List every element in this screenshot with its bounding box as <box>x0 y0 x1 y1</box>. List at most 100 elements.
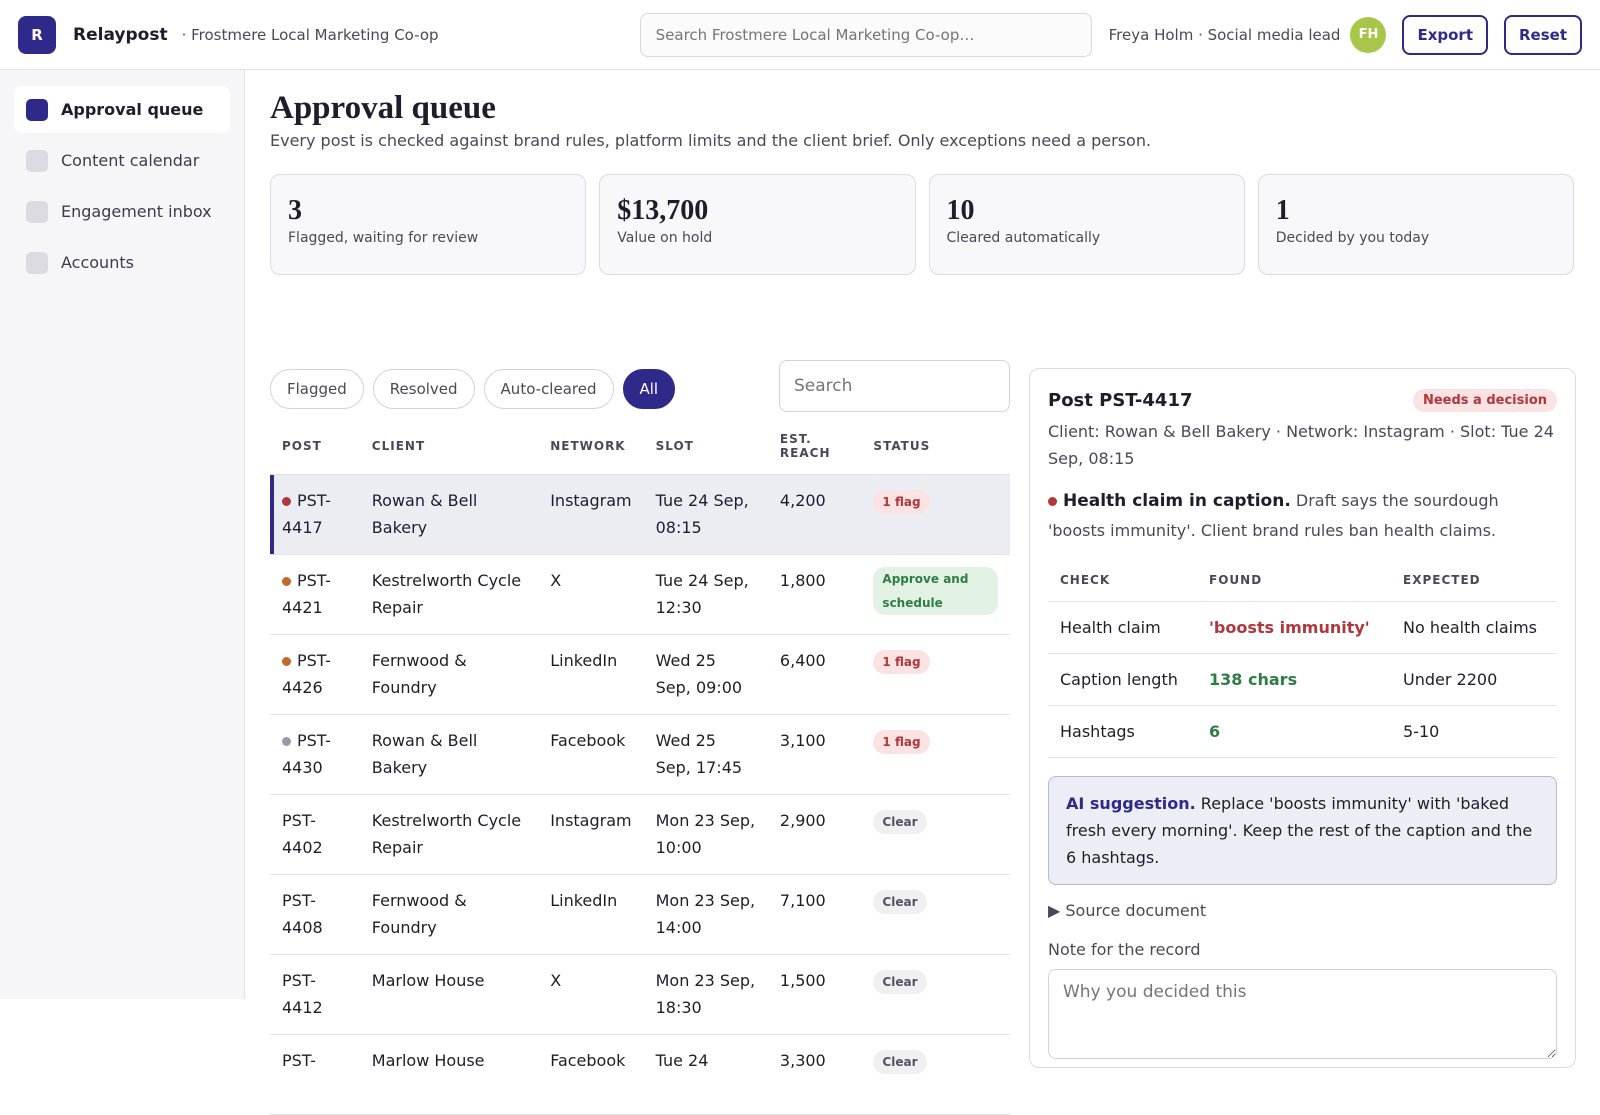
filter-tab[interactable]: All <box>622 369 676 409</box>
filter-tab[interactable]: Auto-cleared <box>483 369 614 409</box>
table-search[interactable] <box>779 360 1010 412</box>
cell: Facebook <box>538 714 644 795</box>
status-dot <box>282 737 291 746</box>
cell: Caption length <box>1048 653 1198 706</box>
queue-row[interactable]: PST-4402 Kestrelworth Cycle Repair Instagr… <box>270 794 1010 875</box>
cell: Mon 23 Sep, 14:00 <box>643 874 768 955</box>
queue-row[interactable]: PST-4412 Marlow House X Mon 23 Sep, 18:30 1,… <box>270 954 1010 1035</box>
cell: PST-4426 <box>270 634 360 715</box>
nav-label: Content calendar <box>61 151 200 170</box>
detail-title: Post PST-4417 <box>1048 390 1193 411</box>
filter-tabs: Flagged Resolved Auto-cleared All <box>270 360 1010 412</box>
cell: Tue 24 <box>643 1034 768 1115</box>
logo: R <box>18 15 56 54</box>
nav-item[interactable]: Content calendar <box>14 137 230 184</box>
nav-label: Accounts <box>61 253 134 272</box>
stat-card: $13,700 Value on hold <box>599 174 916 275</box>
stat-card: 3 Flagged, waiting for review <box>270 174 587 275</box>
cell: Health claim <box>1048 601 1198 654</box>
main: Approval queue Every post is checked aga… <box>270 70 1576 1115</box>
column-header: SLOT <box>643 432 768 475</box>
cell-text: Mon 23 Sep, 14:00 <box>655 891 756 937</box>
cell-text: X <box>550 971 562 990</box>
cell: Facebook <box>538 1034 644 1115</box>
cell-text: 3,100 <box>779 731 826 750</box>
cell-text: PST-4426 <box>282 651 331 697</box>
cell: Kestrelworth Cycle Repair <box>359 794 539 875</box>
cell: 1,800 <box>767 554 862 635</box>
queue-row[interactable]: PST-4408 Fernwood & Foundry LinkedIn Mon 23… <box>270 874 1010 955</box>
column-header: FOUND <box>1197 565 1392 602</box>
cell: X <box>538 954 644 1035</box>
cell-text: Tue 24 Sep, 12:30 <box>655 571 749 617</box>
cell-text: Kestrelworth Cycle Repair <box>371 571 522 617</box>
queue-row[interactable]: PST-4421 Kestrelworth Cycle Repair X Tue 24… <box>270 554 1010 635</box>
user-name: Freya Holm · Social media lead <box>1108 25 1341 44</box>
queue-table: POST CLIENT NETWORK SLOT EST. REACH STATUS PS… <box>270 432 1010 1115</box>
queue-row[interactable]: PST-4426 Fernwood & Foundry LinkedIn Wed 25… <box>270 634 1010 715</box>
issue: Health claim in caption. Draft says the … <box>1048 486 1557 545</box>
export-button[interactable]: Export <box>1402 14 1488 55</box>
queue-row[interactable]: PST-4417 Rowan & Bell Bakery Instagram Tue … <box>270 474 1010 555</box>
column-header: CLIENT <box>359 432 539 475</box>
status-dot <box>282 657 291 666</box>
page-title: Approval queue <box>270 90 496 126</box>
status-pill: Approve and schedule <box>873 567 998 615</box>
global-search[interactable] <box>639 12 1092 57</box>
cell: Hashtags <box>1048 705 1198 758</box>
stat-label: Cleared automatically <box>946 230 1101 246</box>
note-input[interactable] <box>1048 969 1557 1059</box>
cell: 3,100 <box>767 714 862 795</box>
reset-button[interactable]: Reset <box>1504 14 1582 55</box>
column-header: NETWORK <box>538 432 644 475</box>
cell: Clear <box>861 1034 1010 1115</box>
cell-text: PST-4417 <box>282 491 331 537</box>
status-pill: Clear <box>873 810 927 834</box>
cell-text: 2,900 <box>779 811 826 830</box>
avatar[interactable]: FH <box>1350 16 1387 53</box>
status-pill: Clear <box>873 1050 927 1074</box>
org-name: · Frostmere Local Marketing Co-op <box>181 25 439 44</box>
cell-text: 7,100 <box>779 891 826 910</box>
cell: 2,900 <box>767 794 862 875</box>
cell-text: Tue 24 <box>655 1051 709 1070</box>
cell-text: 3,300 <box>779 1051 826 1070</box>
detail-meta: Client: Rowan & Bell Bakery · Network: I… <box>1048 422 1554 468</box>
page-subtitle: Every post is checked against brand rule… <box>270 131 1152 150</box>
nav-label: Engagement inbox <box>61 202 212 221</box>
cell-text: PST- <box>282 1051 316 1070</box>
nav-item[interactable]: Approval queue <box>14 86 230 133</box>
cell: Rowan & Bell Bakery <box>359 714 539 795</box>
top-bar: R Relaypost · Frostmere Local Marketing … <box>0 0 1600 70</box>
nav-item[interactable]: Engagement inbox <box>14 188 230 235</box>
filter-tab[interactable]: Resolved <box>372 369 475 409</box>
status-dot <box>282 577 291 586</box>
cell: Clear <box>861 874 1010 955</box>
cell: 1 flag <box>861 474 1010 555</box>
cell-text: Instagram <box>550 811 632 830</box>
detail-panel: Post PST-4417 Needs a decision Client: Ro… <box>1029 368 1576 1068</box>
queue-row[interactable]: PST-4430 Rowan & Bell Bakery Facebook Wed 2… <box>270 714 1010 795</box>
filter-tab[interactable]: Flagged <box>270 369 364 409</box>
queue-row[interactable]: PST- Marlow House Facebook Tue 24 3,300 Clear <box>270 1034 1010 1115</box>
cell: 1 flag <box>861 714 1010 795</box>
cell: 'boosts immunity' <box>1197 601 1392 654</box>
cell-text: PST-4430 <box>282 731 331 777</box>
cell: Instagram <box>538 794 644 875</box>
cell: 3,300 <box>767 1034 862 1115</box>
column-header: EST. REACH <box>767 432 862 475</box>
cell: Clear <box>861 954 1010 1035</box>
suggestion-label: AI suggestion. <box>1066 794 1196 813</box>
cell-text: Wed 25 Sep, 09:00 <box>655 651 743 697</box>
stat-label: Flagged, waiting for review <box>288 230 479 246</box>
source-toggle[interactable]: ▶ Source document <box>1048 901 1207 920</box>
status-pill: 1 flag <box>873 650 930 674</box>
cell: 4,200 <box>767 474 862 555</box>
cell: Marlow House <box>359 1034 539 1115</box>
cell-text: Fernwood & Foundry <box>371 651 467 697</box>
stats: 3 Flagged, waiting for review $13,700 Valu… <box>270 174 1574 275</box>
cell: 1 flag <box>861 634 1010 715</box>
cell-text: LinkedIn <box>550 651 618 670</box>
nav-item[interactable]: Accounts <box>14 239 230 286</box>
